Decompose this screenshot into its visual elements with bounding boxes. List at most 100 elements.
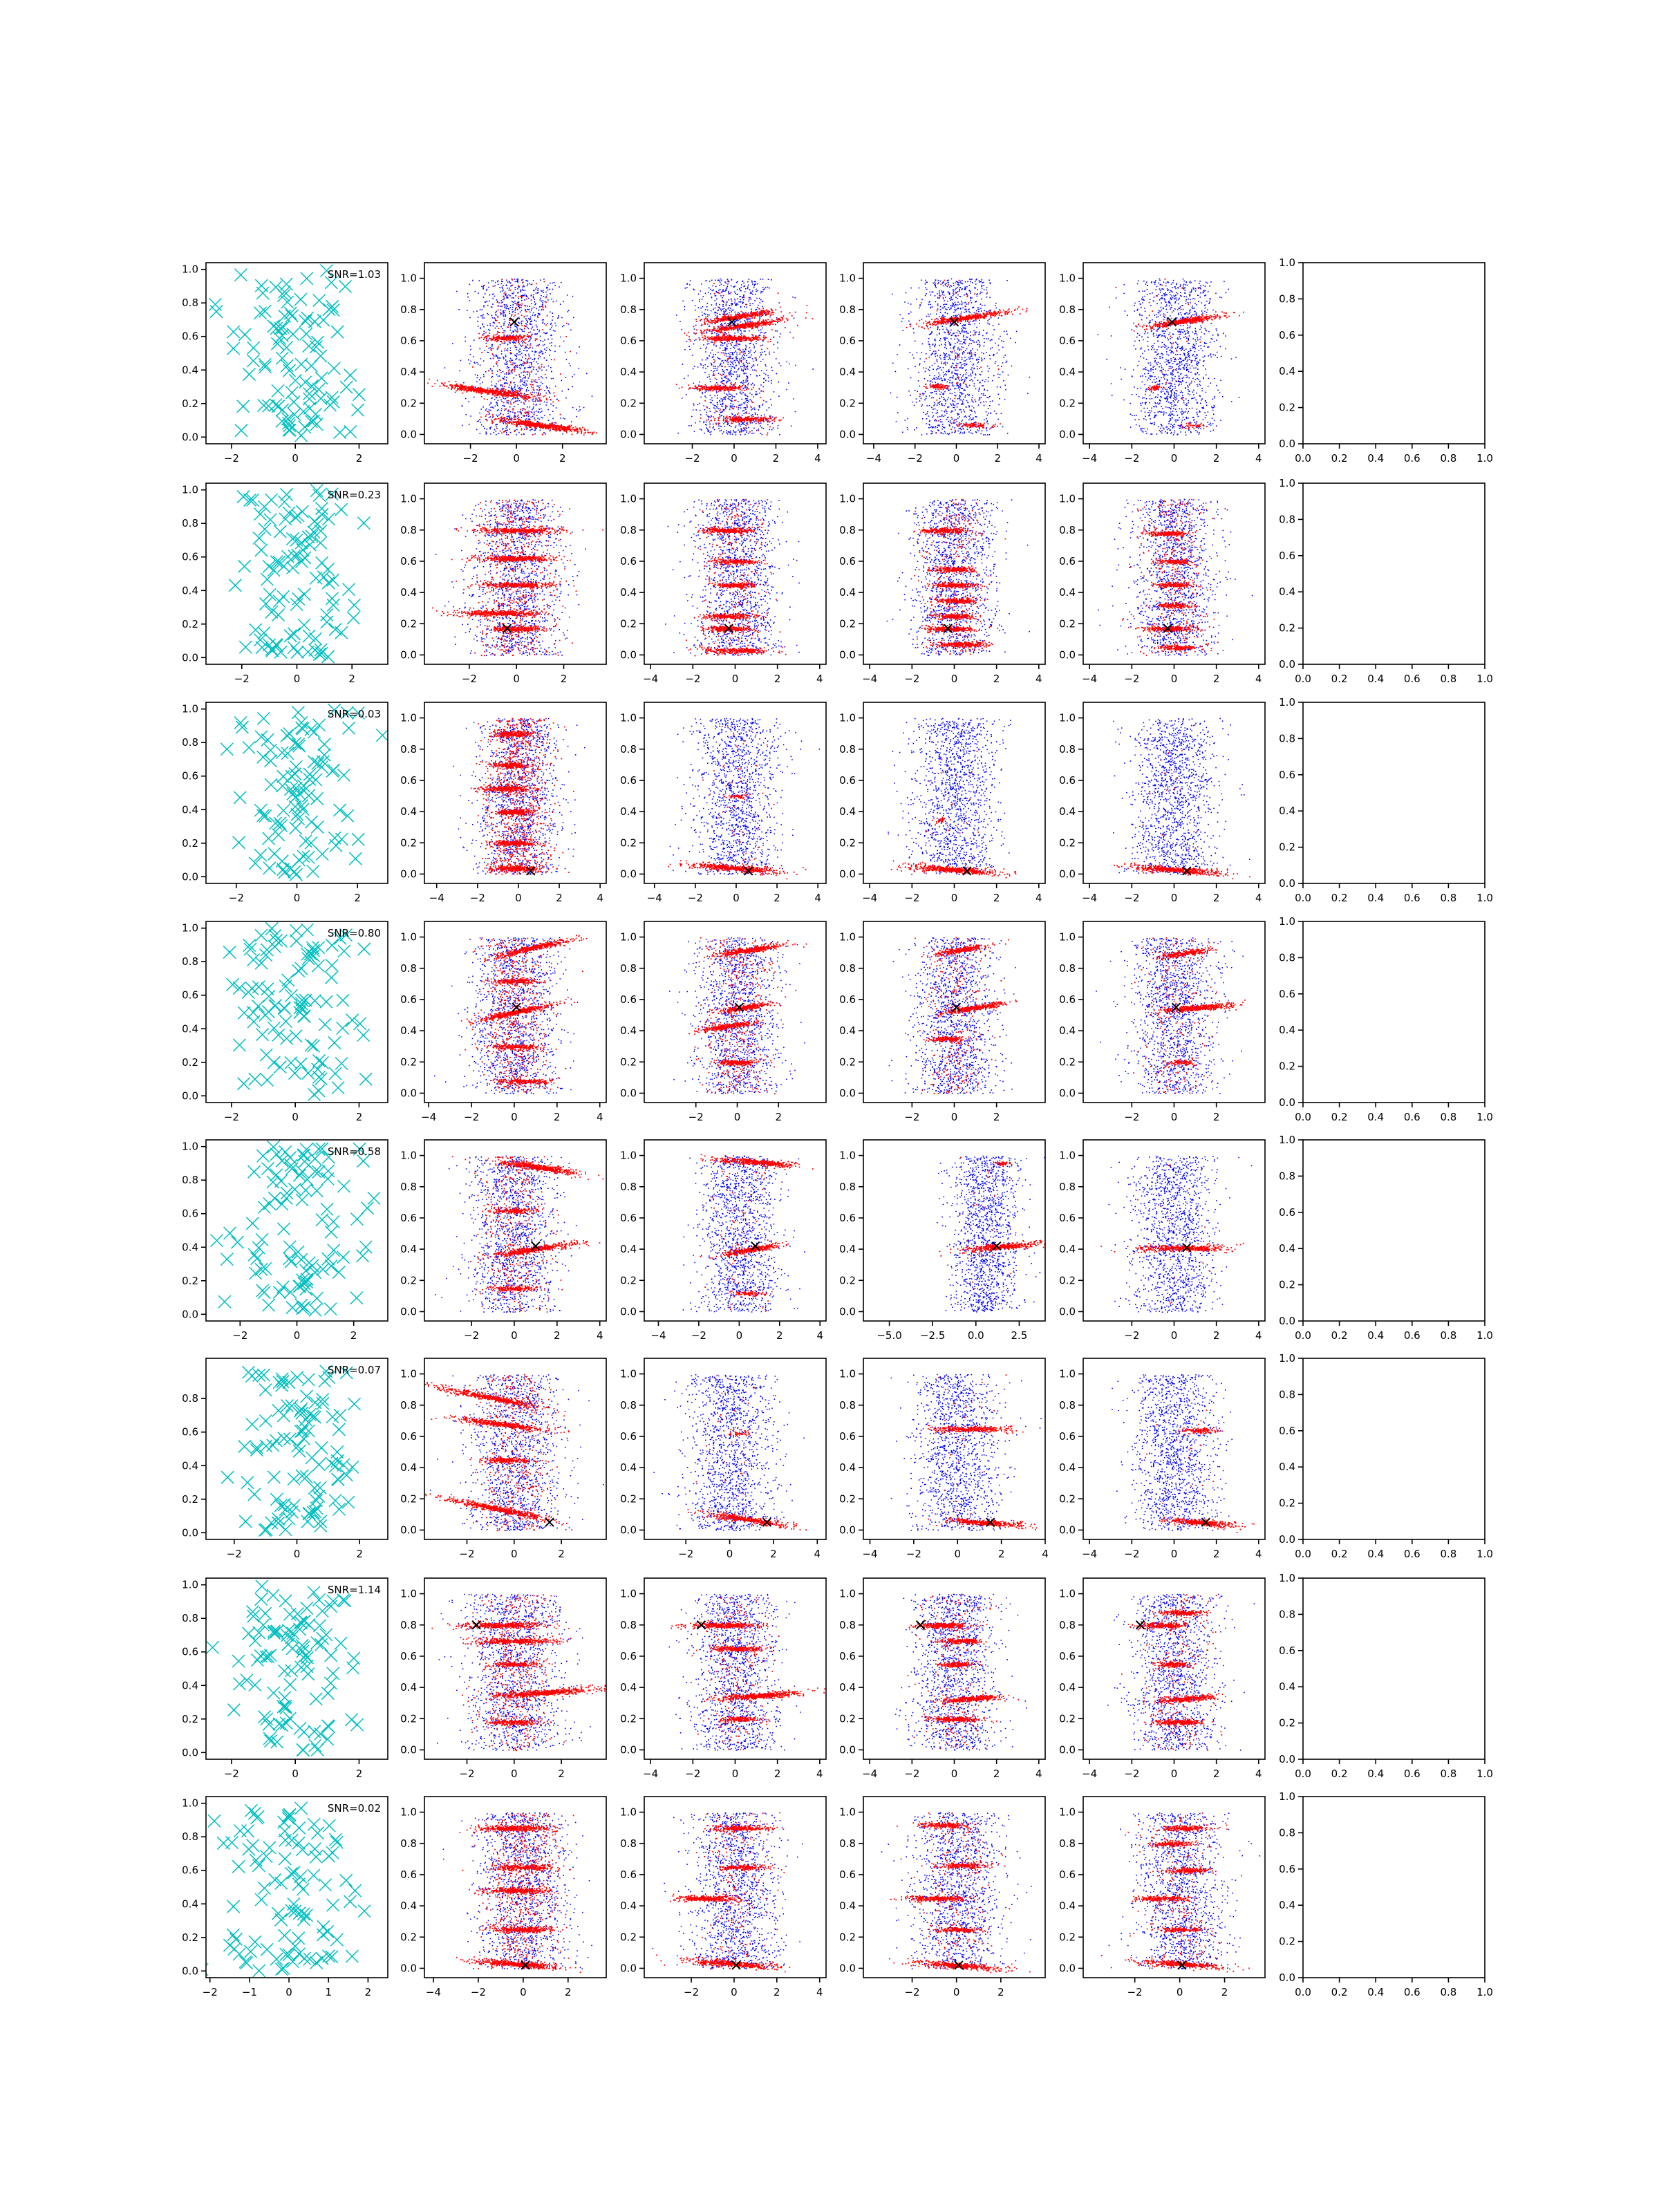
cyan-point <box>270 321 283 335</box>
x-tick-label: 4 <box>597 892 603 904</box>
y-tick-label: 0.8 <box>1279 513 1295 525</box>
x-tick-label: −2 <box>906 1548 921 1560</box>
y-tick-label: 0.6 <box>182 770 198 782</box>
cyan-point <box>337 1458 350 1472</box>
y-tick-label: 1.0 <box>400 931 417 944</box>
cyan-point <box>326 1898 340 1912</box>
cyan-point <box>293 1721 307 1735</box>
red-points <box>688 937 807 1095</box>
red-points <box>915 937 1018 1094</box>
cyan-point <box>243 939 256 953</box>
cyan-point <box>308 1396 322 1409</box>
snr-legend-label: SNR=1.03 <box>328 268 381 281</box>
cyan-point <box>272 1717 286 1731</box>
x-tick-label: 2 <box>1213 892 1220 904</box>
cyan-point <box>275 1154 289 1168</box>
x-tick-label: −2 <box>908 452 923 465</box>
cyan-point <box>296 1882 310 1896</box>
cyan-point <box>299 327 313 341</box>
cyan-point <box>321 1150 335 1164</box>
x-tick-label: 1.0 <box>1477 1111 1493 1123</box>
cyan-point <box>324 1259 338 1273</box>
y-tick-label: 1.0 <box>182 703 198 715</box>
cyan-point <box>338 279 353 293</box>
y-tick-label: 0.2 <box>839 617 856 630</box>
cyan-point <box>315 1056 329 1070</box>
x-tick-label: 2 <box>1213 1329 1220 1342</box>
cyan-point <box>299 1909 313 1922</box>
y-tick-label: 1.0 <box>839 1588 856 1600</box>
cyan-point <box>260 1712 274 1726</box>
cyan-point <box>326 1667 340 1680</box>
cyan-point <box>279 1523 292 1537</box>
y-tick-label: 0.6 <box>182 1646 198 1658</box>
x-tick-label: 0 <box>732 1768 739 1780</box>
x-tick-label: 0 <box>294 1548 301 1560</box>
x-tick-label: 4 <box>1255 452 1262 465</box>
cyan-point <box>220 742 234 756</box>
y-tick-label: 0.8 <box>400 743 417 756</box>
panel-r5-c0: −2 0 2 0.0 0.2 0.4 0.6 0.8 SNR=0.07 <box>182 1358 388 1560</box>
cyan-point <box>245 1417 259 1432</box>
x-tick-label: 0.6 <box>1404 452 1421 465</box>
cyan-point <box>263 754 278 768</box>
cyan-points <box>206 1580 364 1757</box>
cyan-point <box>254 803 268 817</box>
cyan-point <box>288 865 301 879</box>
y-tick-label: 0.2 <box>620 1274 637 1286</box>
cyan-point <box>294 1298 308 1312</box>
red-points <box>1121 1594 1226 1752</box>
x-tick-label: 0.0 <box>1295 1329 1311 1342</box>
cyan-point <box>292 787 306 800</box>
x-tick-label: 2 <box>350 1329 357 1342</box>
cyan-point <box>240 1956 254 1970</box>
black-x-marker <box>951 1002 962 1012</box>
blue-points <box>453 718 585 875</box>
y-tick-label: 1.0 <box>1059 931 1076 944</box>
x-tick-label: 1.0 <box>1477 1768 1493 1780</box>
x-tick-label: 0.0 <box>1295 452 1311 465</box>
x-tick-label: 0 <box>294 673 301 685</box>
y-tick-label: 0.6 <box>1059 1212 1076 1224</box>
cyan-point <box>272 1512 285 1526</box>
cyan-point <box>234 715 247 730</box>
black-x-marker <box>531 1241 541 1251</box>
black-x-marker <box>915 1620 926 1630</box>
x-tick-label: 0.0 <box>1295 1111 1311 1123</box>
cyan-point <box>308 514 321 528</box>
y-tick-label: 0.4 <box>182 1897 198 1910</box>
y-tick-label: 0.8 <box>620 524 637 536</box>
blue-points <box>894 1593 1027 1751</box>
cyan-point <box>287 1472 301 1486</box>
y-tick-label: 0.0 <box>1059 868 1076 880</box>
x-tick-label: 0.6 <box>1404 673 1421 685</box>
cyan-point <box>267 1056 281 1069</box>
x-tick-label: 0 <box>294 1329 301 1342</box>
black-x-marker <box>962 866 972 876</box>
cyan-point <box>301 1515 315 1528</box>
x-tick-label: 0.4 <box>1367 892 1384 904</box>
y-tick-label: 1.0 <box>620 493 637 505</box>
cyan-point <box>248 1678 262 1692</box>
cyan-point <box>310 1826 324 1840</box>
y-tick-label: 0.2 <box>400 1056 417 1068</box>
cyan-point <box>304 415 318 429</box>
cyan-point <box>270 1168 283 1182</box>
cyan-point <box>301 311 315 325</box>
cyan-point <box>226 1928 240 1942</box>
black-x-marker <box>696 1620 706 1630</box>
panel-r6-c4: −4 −2 0 2 4 0.0 0.2 0.4 0.6 0.8 1.0 <box>1059 1577 1266 1780</box>
cyan-point <box>302 1618 316 1632</box>
cyan-point <box>276 1961 290 1976</box>
cyan-point <box>255 1232 269 1246</box>
cyan-point <box>206 1640 219 1654</box>
panel-r1-c3: −4 −2 0 2 4 0.0 0.2 0.4 0.6 0.8 1.0 <box>839 482 1046 685</box>
panel-r7-c2: −2 0 2 4 0.0 0.2 0.4 0.6 0.8 1.0 <box>620 1796 827 1998</box>
x-tick-label: −4 <box>429 892 444 904</box>
cyan-point <box>254 730 268 744</box>
cyan-point <box>328 1833 342 1846</box>
cyan-point <box>272 555 286 569</box>
cyan-point <box>227 1942 241 1956</box>
cyan-point <box>294 429 308 442</box>
x-tick-label: 2 <box>556 892 563 904</box>
